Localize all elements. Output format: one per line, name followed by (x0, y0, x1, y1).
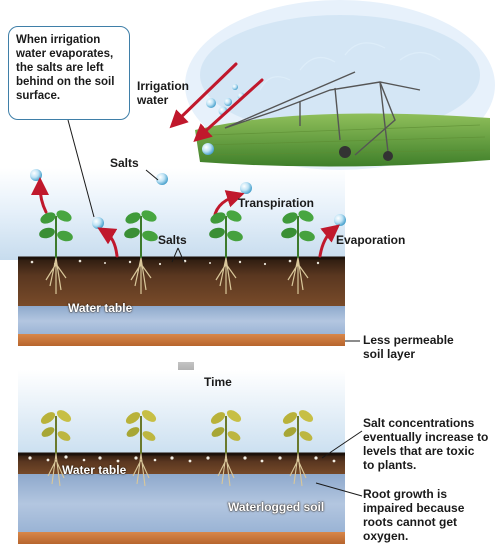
droplet (334, 214, 346, 226)
center-pivot-sprinkler (224, 71, 421, 156)
healthy-plant (124, 210, 158, 294)
transpiration-label: Transpiration (238, 196, 315, 210)
droplet (240, 182, 252, 194)
top-panel (0, 168, 345, 346)
salts-mid-pointer (171, 247, 185, 263)
root-growth-label: Root growth is impaired because roots ca… (363, 487, 465, 543)
irrigation-arrow-2 (193, 78, 264, 143)
bottom-water-table (18, 474, 345, 534)
water-table-lower-label: Water table (62, 463, 127, 477)
droplet (92, 217, 104, 229)
irrigation-water-label: Irrigation water (137, 79, 190, 107)
bottom-panel (18, 370, 345, 544)
evaporation-label: Evaporation (336, 233, 406, 247)
stressed-plant (282, 410, 314, 487)
pointer-lines-bottom (315, 430, 363, 497)
callout-box: When irrigation water evaporates, the sa… (8, 26, 130, 120)
droplet (30, 169, 42, 181)
healthy-plant (209, 210, 243, 294)
salt-concentration-label: Salt concentrations eventually increase … (363, 416, 489, 472)
evaporation-arrow-2 (318, 224, 341, 258)
pointer-lines-top (67, 119, 360, 342)
water-table-upper-label: Water table (68, 301, 133, 315)
irrigation-arrow-1 (169, 62, 238, 129)
salts-mid-label: Salts (158, 233, 187, 247)
salt-conc-pointer (321, 430, 363, 459)
stressed-plants (40, 410, 314, 487)
droplet (202, 143, 214, 155)
evaporation-arrow-1 (97, 227, 119, 258)
waterlogged-soil-label: Waterlogged soil (228, 500, 325, 514)
callout-text: When irrigation water evaporates, the sa… (16, 34, 115, 102)
top-water-table (18, 306, 345, 336)
root-growth-pointer (315, 482, 363, 497)
callout-pointer (67, 119, 95, 218)
droplet (232, 84, 238, 90)
transpiration-arrow-1 (31, 177, 50, 214)
droplet (224, 98, 232, 106)
droplet (206, 98, 216, 108)
top-soil-layer (18, 258, 345, 308)
bottom-less-permeable-layer (18, 532, 345, 544)
stressed-plant (125, 410, 157, 487)
time-label: Time (204, 375, 232, 389)
salts-upper-label: Salts (110, 156, 139, 170)
healthy-plant (281, 210, 315, 294)
stressed-plant (210, 410, 242, 487)
healthy-plants (39, 210, 315, 294)
droplet (156, 173, 168, 185)
healthy-plant (39, 210, 73, 294)
irrigation-field-illustration (185, 0, 495, 170)
less-permeable-label: Less permeable soil layer (363, 333, 454, 361)
top-less-permeable-layer (18, 334, 345, 346)
salts-upper-pointer (145, 169, 159, 181)
salt-deposits (28, 455, 336, 463)
stressed-plant (40, 410, 72, 487)
